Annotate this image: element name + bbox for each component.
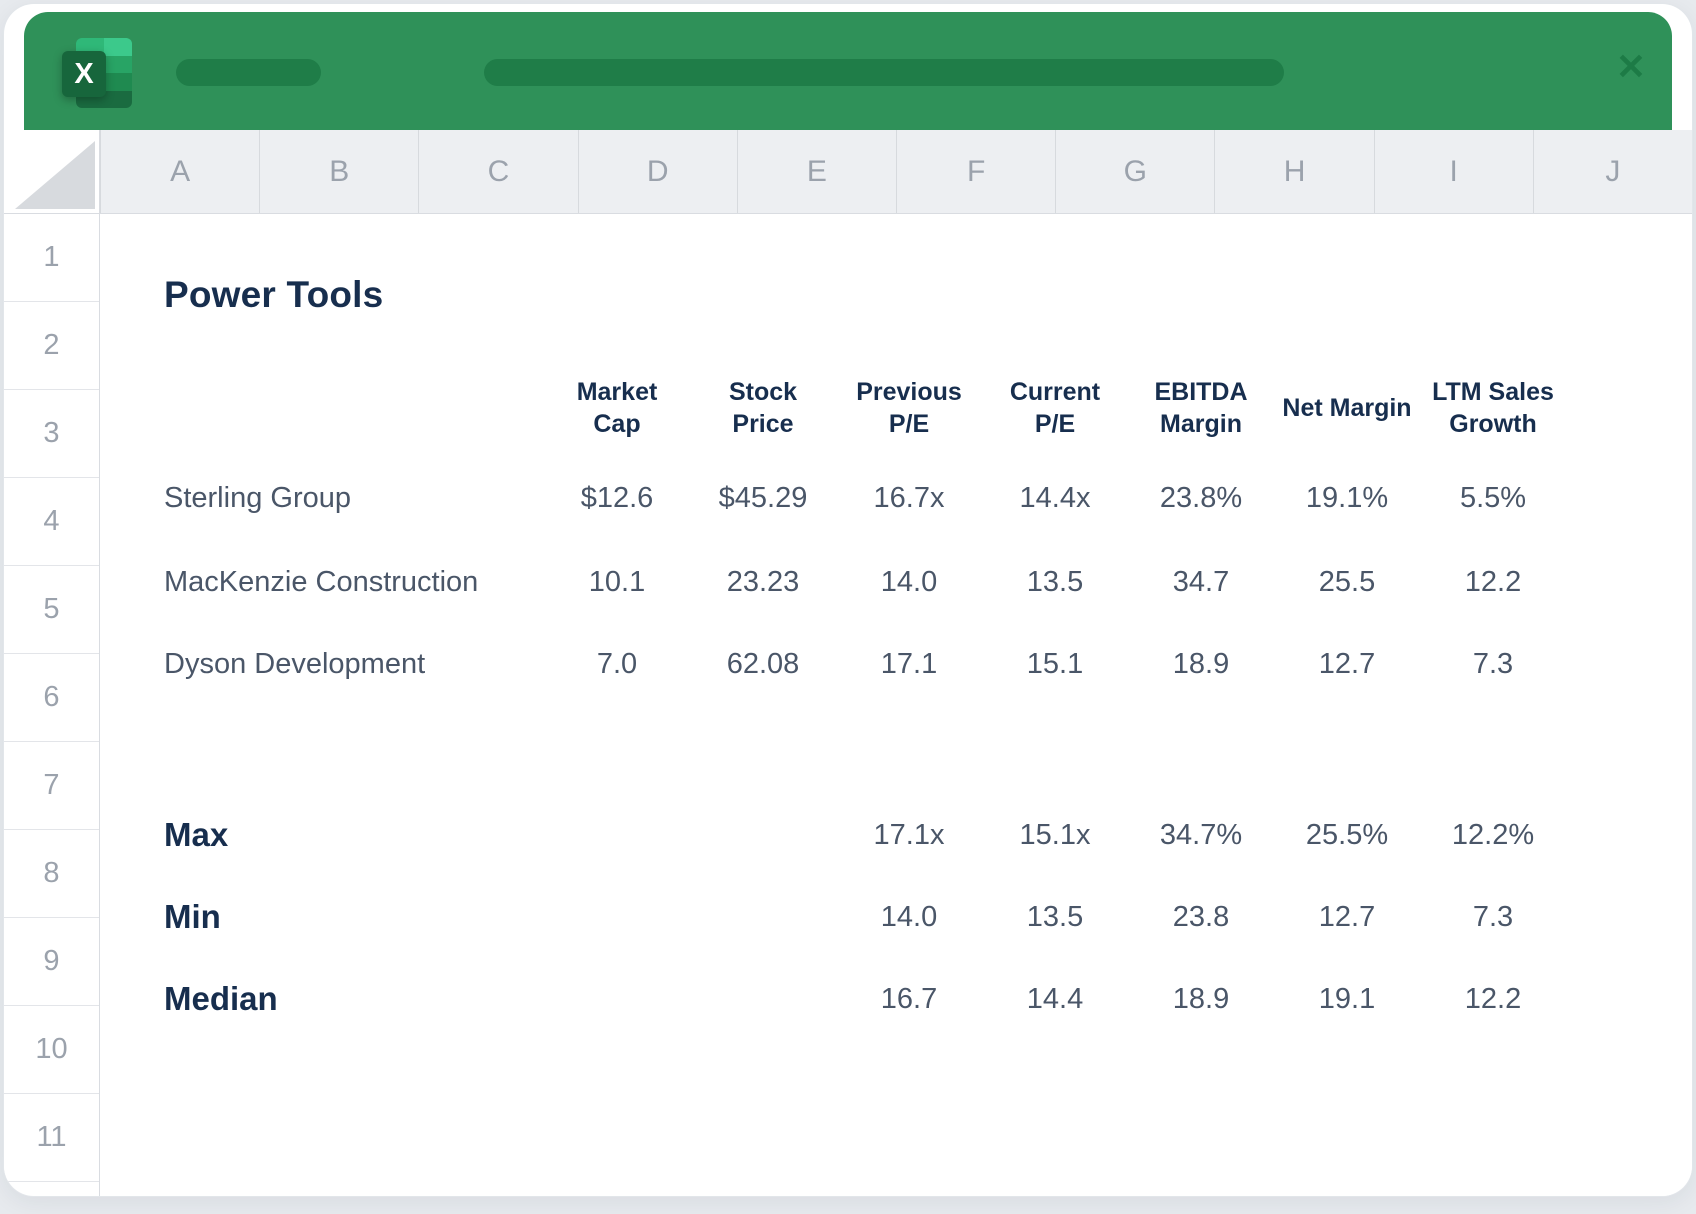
aggregate-label[interactable]: Max bbox=[164, 816, 229, 853]
row-header-10[interactable]: 10 bbox=[4, 1006, 99, 1094]
sheet-area: 1 2 3 4 5 6 7 8 9 10 11 Power Tools Mark… bbox=[4, 214, 1692, 1196]
column-header-f[interactable]: F bbox=[896, 130, 1056, 213]
sheet-title: Power Tools bbox=[164, 274, 384, 315]
select-all-triangle-icon bbox=[15, 141, 95, 209]
row-header-column: 1 2 3 4 5 6 7 8 9 10 11 bbox=[4, 214, 100, 1196]
row-header-11[interactable]: 11 bbox=[4, 1094, 99, 1182]
value-cell[interactable]: 13.5 bbox=[1026, 565, 1084, 598]
row-header-4[interactable]: 4 bbox=[4, 478, 99, 566]
value-cell[interactable]: 16.7 bbox=[880, 982, 938, 1015]
column-header-previous-pe: Previous P/E bbox=[856, 377, 962, 439]
value-cell[interactable]: 5.5% bbox=[1459, 481, 1527, 514]
grid-area: Power Tools Market Cap Stock Price Previ… bbox=[100, 214, 1692, 1196]
menu-placeholder-pill bbox=[176, 59, 321, 86]
value-cell[interactable]: 16.7x bbox=[873, 481, 945, 514]
value-cell[interactable]: 14.0 bbox=[880, 565, 938, 598]
row-header-1[interactable]: 1 bbox=[4, 214, 99, 302]
column-header-market-cap: Market Cap bbox=[576, 377, 658, 439]
table-row-min: Min 14.0 13.5 23.8 12.7 7.3 bbox=[164, 876, 1566, 958]
row-header-2[interactable]: 2 bbox=[4, 302, 99, 390]
value-cell[interactable]: 12.2% bbox=[1451, 818, 1535, 851]
excel-window: X ✕ A B C D E F G H I J 1 2 3 4 5 6 7 8 … bbox=[4, 4, 1692, 1196]
value-cell[interactable]: 10.1 bbox=[588, 565, 646, 598]
column-header-current-pe: Current P/E bbox=[1009, 377, 1101, 439]
value-cell[interactable]: 15.1x bbox=[1019, 818, 1091, 851]
column-header-d[interactable]: D bbox=[577, 130, 737, 213]
value-cell[interactable]: 14.0 bbox=[880, 900, 938, 933]
column-header-a[interactable]: A bbox=[100, 130, 260, 213]
value-cell[interactable]: $12.6 bbox=[580, 481, 654, 514]
value-cell[interactable]: 7.3 bbox=[1472, 647, 1514, 680]
column-header-b[interactable]: B bbox=[259, 130, 419, 213]
value-cell[interactable]: 12.7 bbox=[1318, 647, 1376, 680]
comps-table: Power Tools Market Cap Stock Price Previ… bbox=[164, 230, 1566, 1040]
company-name-cell[interactable]: MacKenzie Construction bbox=[164, 565, 479, 598]
column-header-c[interactable]: C bbox=[418, 130, 578, 213]
row-header-7[interactable]: 7 bbox=[4, 742, 99, 830]
value-cell[interactable]: 25.5% bbox=[1305, 818, 1389, 851]
column-header-row: A B C D E F G H I J bbox=[4, 130, 1692, 214]
value-cell[interactable]: 17.1 bbox=[880, 647, 938, 680]
value-cell[interactable]: 7.0 bbox=[596, 647, 638, 680]
value-cell[interactable]: 34.7% bbox=[1159, 818, 1243, 851]
value-cell[interactable]: 12.7 bbox=[1318, 900, 1376, 933]
column-header-g[interactable]: G bbox=[1055, 130, 1215, 213]
column-header-i[interactable]: I bbox=[1373, 130, 1533, 213]
row-header-5[interactable]: 5 bbox=[4, 566, 99, 654]
column-header-j[interactable]: J bbox=[1532, 130, 1692, 213]
table-row: Dyson Development 7.0 62.08 17.1 15.1 18… bbox=[164, 624, 1566, 704]
value-cell[interactable]: 34.7 bbox=[1172, 565, 1230, 598]
row-header-3[interactable]: 3 bbox=[4, 390, 99, 478]
excel-logo-x-tile: X bbox=[62, 51, 106, 97]
row-header-6[interactable]: 6 bbox=[4, 654, 99, 742]
value-cell[interactable]: $45.29 bbox=[718, 481, 808, 514]
value-cell[interactable]: 12.2 bbox=[1464, 982, 1522, 1015]
close-icon[interactable]: ✕ bbox=[1615, 46, 1646, 88]
company-name-cell[interactable]: Sterling Group bbox=[164, 481, 351, 514]
aggregate-label[interactable]: Min bbox=[164, 898, 221, 935]
value-cell[interactable]: 7.3 bbox=[1472, 900, 1514, 933]
column-header-stock-price: Stock Price bbox=[728, 377, 798, 439]
formula-bar-placeholder-pill bbox=[484, 59, 1284, 86]
table-row: Sterling Group $12.6 $45.29 16.7x 14.4x … bbox=[164, 456, 1566, 540]
column-header-net-margin: Net Margin bbox=[1282, 393, 1412, 422]
titlebar: X ✕ bbox=[24, 12, 1672, 130]
select-all-corner[interactable] bbox=[4, 130, 100, 213]
value-cell[interactable]: 18.9 bbox=[1172, 647, 1230, 680]
row-header-8[interactable]: 8 bbox=[4, 830, 99, 918]
table-header-row: Market Cap Stock Price Previous P/E Curr… bbox=[164, 360, 1566, 456]
value-cell[interactable]: 15.1 bbox=[1026, 647, 1084, 680]
value-cell[interactable]: 14.4 bbox=[1026, 982, 1084, 1015]
value-cell[interactable]: 12.2 bbox=[1464, 565, 1522, 598]
company-name-cell[interactable]: Dyson Development bbox=[164, 647, 426, 680]
table-row: MacKenzie Construction 10.1 23.23 14.0 1… bbox=[164, 540, 1566, 624]
value-cell[interactable]: 17.1x bbox=[873, 818, 945, 851]
row-header-9[interactable]: 9 bbox=[4, 918, 99, 1006]
value-cell[interactable]: 62.08 bbox=[726, 647, 800, 680]
table-row-median: Median 16.7 14.4 18.9 19.1 12.2 bbox=[164, 958, 1566, 1040]
value-cell[interactable]: 25.5 bbox=[1318, 565, 1376, 598]
value-cell[interactable]: 14.4x bbox=[1019, 481, 1091, 514]
value-cell[interactable]: 18.9 bbox=[1172, 982, 1230, 1015]
column-header-h[interactable]: H bbox=[1214, 130, 1374, 213]
table-row-max: Max 17.1x 15.1x 34.7% 25.5% 12.2% bbox=[164, 794, 1566, 876]
value-cell[interactable]: 23.8% bbox=[1159, 481, 1243, 514]
excel-logo-icon: X bbox=[62, 38, 132, 108]
column-header-e[interactable]: E bbox=[736, 130, 897, 213]
value-cell[interactable]: 13.5 bbox=[1026, 900, 1084, 933]
column-header-ebitda-margin: EBITDA Margin bbox=[1154, 377, 1248, 439]
aggregate-label[interactable]: Median bbox=[164, 980, 278, 1017]
empty-row bbox=[164, 704, 1566, 794]
column-header-ltm-sales-growth: LTM Sales Growth bbox=[1432, 377, 1554, 439]
value-cell[interactable]: 23.23 bbox=[726, 565, 800, 598]
value-cell[interactable]: 19.1 bbox=[1318, 982, 1376, 1015]
value-cell[interactable]: 19.1% bbox=[1305, 481, 1389, 514]
value-cell[interactable]: 23.8 bbox=[1172, 900, 1230, 933]
